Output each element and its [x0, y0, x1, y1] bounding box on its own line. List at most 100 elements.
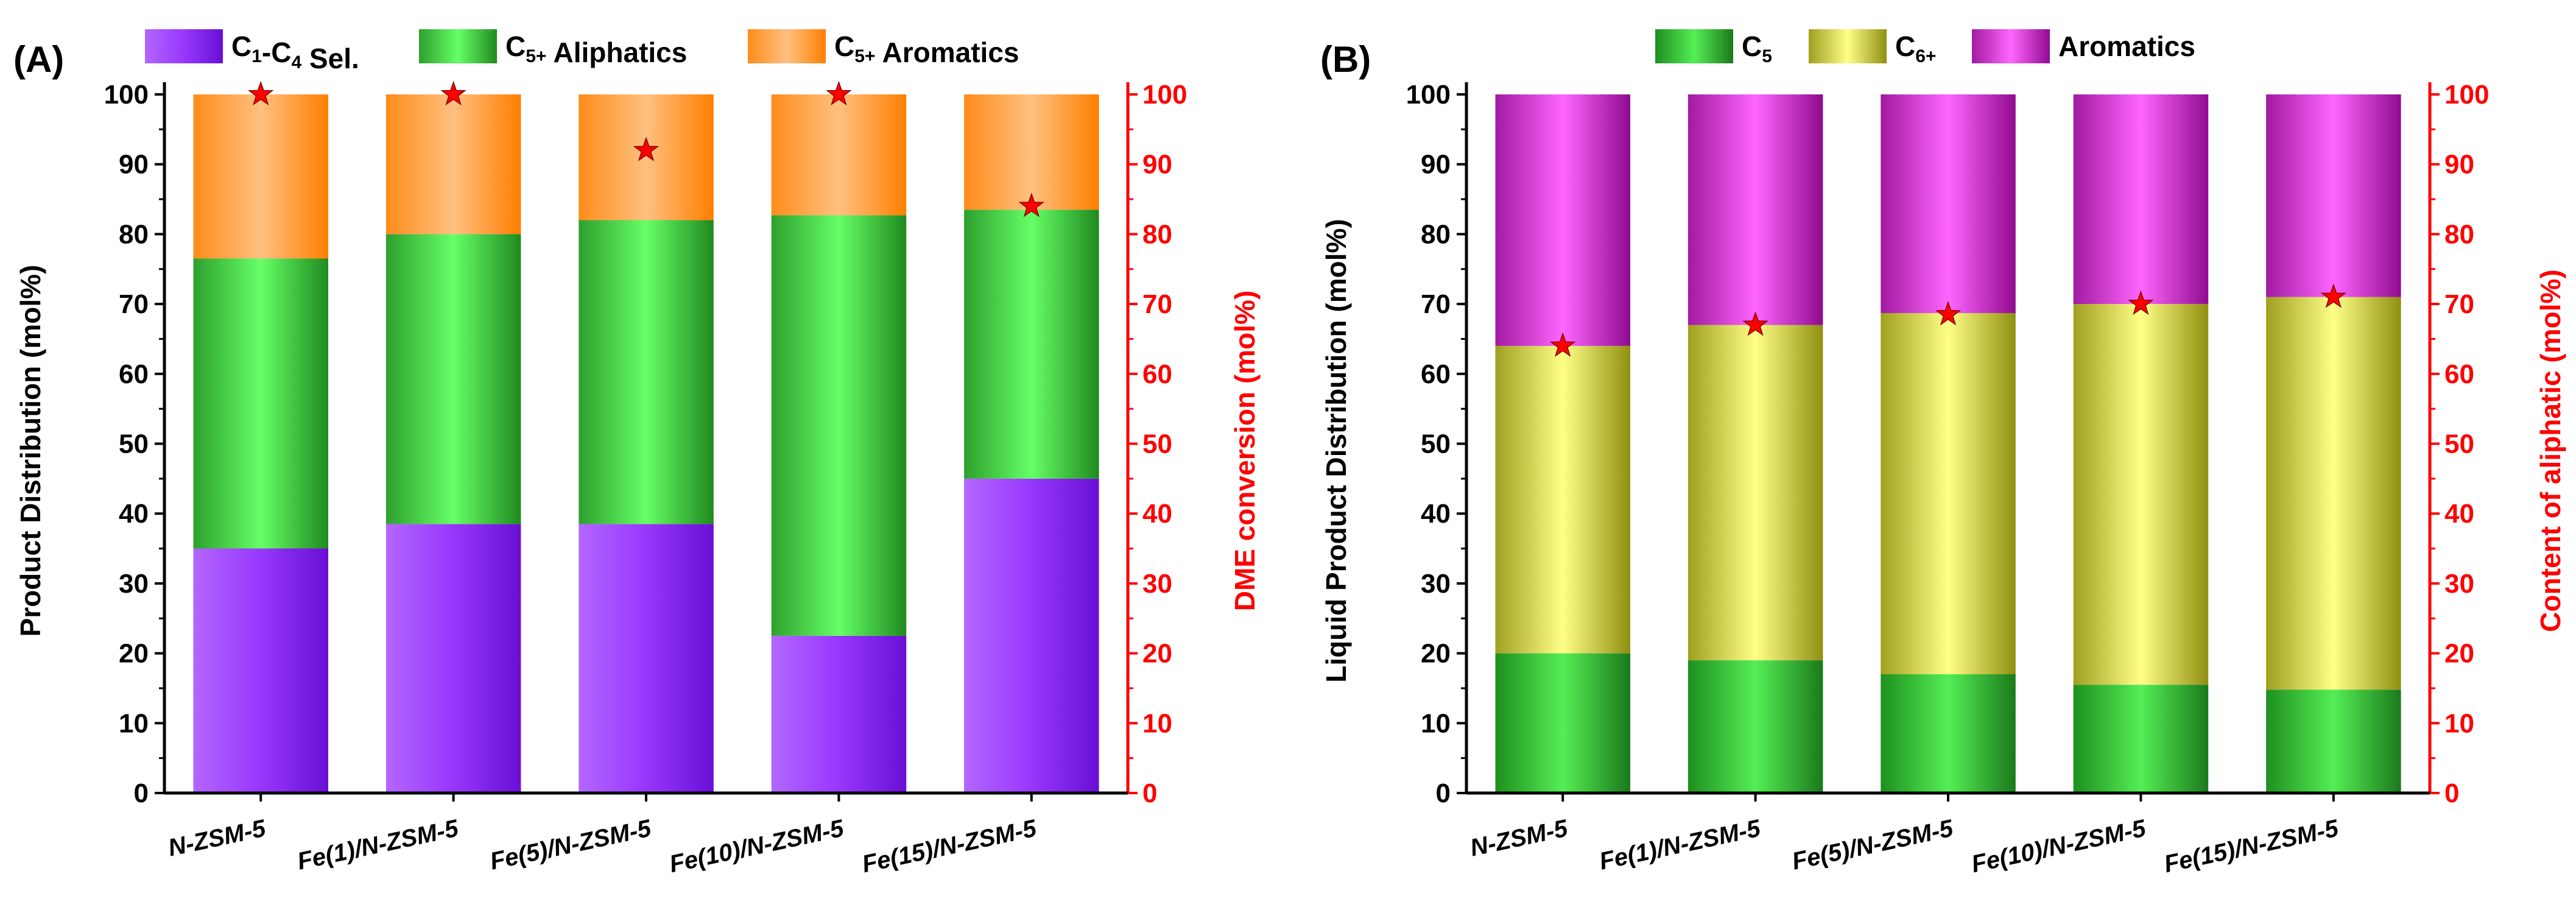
- panel-a-legend-swatch-1: [145, 29, 223, 63]
- panel-b-category-label: Fe(10)/N-ZSM-5: [1969, 815, 2148, 878]
- panel-b-marker-star-4: [2128, 290, 2154, 316]
- panel-b-bar-c5-1: [1495, 653, 1630, 793]
- panel-b-y-tick-label: 50: [1421, 429, 1451, 459]
- panel-b-y-axis-title: Liquid Product Distribution (mol%): [1320, 219, 1352, 682]
- panel-a-legend-swatch-2: [419, 29, 497, 63]
- panel-a-category-label: N-ZSM-5: [166, 815, 269, 862]
- panel-a-bar-c1-c4-sel--1: [193, 548, 328, 793]
- panel-a-marker-star-3: [633, 136, 660, 161]
- panel-a-bar-c1-c4-sel--3: [579, 524, 714, 793]
- panel-b-y-tick-label: 10: [1421, 708, 1451, 738]
- panel-a-y2-tick-label: 60: [1142, 359, 1172, 389]
- panel-a-y-tick-label: 20: [119, 639, 149, 669]
- panel-a-bar-c5-aliphatics-5: [964, 210, 1099, 479]
- panel-a-legend-swatch-3: [748, 29, 826, 63]
- panel-b-y2-tick-label: 40: [2444, 499, 2474, 529]
- panel-a-y-tick-label: 40: [119, 499, 149, 529]
- panel-b-y-tick-label: 20: [1421, 639, 1451, 669]
- panel-b-bar-aromatics-4: [2073, 94, 2209, 305]
- panel-b-bar-c5-3: [1881, 674, 2016, 793]
- panel-a-legend: C1-C4 Sel. C5+ Aliphatics C5+ Aromatics: [145, 29, 1019, 74]
- panel-b-marker-star-3: [1935, 301, 1962, 326]
- panel-a-bar-c5-aliphatics-2: [385, 234, 521, 524]
- panel-a-y-tick-label: 60: [119, 359, 149, 389]
- panel-a-y-tick-label: 70: [119, 289, 149, 319]
- panel-a-y-tick-label: 90: [119, 150, 149, 180]
- panel-a-y-tick-label: 10: [119, 708, 149, 738]
- panel-a-y2-tick-label: 10: [1142, 708, 1172, 738]
- panel-a-y2-tick-label: 100: [1142, 80, 1187, 110]
- panel-b-y2-axis-title: Content of aliphatic (mol%): [2535, 269, 2566, 632]
- panel-b-bar-c6--5: [2266, 297, 2401, 690]
- panel-b-legend-swatch-2: [1809, 29, 1887, 63]
- panel-a-marker-star-2: [440, 80, 466, 106]
- panel-a-y2-tick-label: 80: [1142, 219, 1172, 249]
- panel-a-y2-tick-label: 0: [1142, 778, 1157, 808]
- panel-a-bar-c1-c4-sel--5: [964, 478, 1099, 793]
- panel-a-bar-c5-aliphatics-1: [193, 258, 328, 549]
- panel-b-y-tick-label: 40: [1421, 499, 1451, 529]
- panel-b-category-label: Fe(15)/N-ZSM-5: [2162, 815, 2342, 878]
- panel-a-bar-c1-c4-sel--2: [385, 524, 521, 793]
- panel-b-bar-c5-2: [1687, 660, 1823, 793]
- panel-b-legend-label-1: C5: [1742, 30, 1772, 66]
- panel-a-legend-label-1: C1-C4 Sel.: [231, 30, 359, 74]
- panel-b-legend: C5 C6+ Aromatics: [1655, 29, 2195, 66]
- panel-b-bar-aromatics-3: [1881, 94, 2016, 313]
- panel-b-y-tick-label: 0: [1436, 778, 1451, 808]
- panel-b-bar-aromatics-5: [2266, 94, 2401, 297]
- panel-a-legend-label-3: C5+ Aromatics: [834, 30, 1019, 68]
- panel-a-category-label: Fe(15)/N-ZSM-5: [860, 815, 1040, 878]
- panel-b-legend-label-3: Aromatics: [2058, 30, 2195, 62]
- panel-a-y2-tick-label: 30: [1142, 569, 1172, 599]
- panel-a-marker-star-5: [1018, 192, 1044, 217]
- panel-a-y2-tick-label: 40: [1142, 499, 1172, 529]
- panel-b-category-label: N-ZSM-5: [1468, 815, 1571, 862]
- panel-b-category-label: Fe(5)/N-ZSM-5: [1790, 815, 1956, 875]
- panel-b-marker-star-2: [1742, 311, 1768, 336]
- panel-b-bar-aromatics-1: [1495, 94, 1630, 346]
- panel-a-legend-label-2: C5+ Aliphatics: [505, 30, 687, 68]
- panel-a-y-tick-label: 0: [134, 778, 149, 808]
- panel-b-bar-c5-5: [2266, 689, 2401, 793]
- panel-b-y2-tick-label: 60: [2444, 359, 2474, 389]
- panel-a-bar-c5-aliphatics-4: [771, 215, 907, 636]
- panel-a-y2-tick-label: 50: [1142, 429, 1172, 459]
- panel-a-marker-star-1: [248, 80, 274, 106]
- panel-b-bar-c6--3: [1881, 313, 2016, 674]
- panel-a-y2-tick-label: 20: [1142, 639, 1172, 669]
- panel-b-y2-tick-label: 10: [2444, 708, 2474, 738]
- panel-a-label: (A): [13, 39, 64, 80]
- panel-a: (A) C1-C4 Sel. C5+ Aliphatics C5+ Aromatic…: [13, 29, 1261, 878]
- panel-a-category-label: Fe(10)/N-ZSM-5: [667, 815, 846, 878]
- panel-a-marker-star-4: [826, 80, 852, 106]
- panel-b-y2-tick-label: 30: [2444, 569, 2474, 599]
- panel-a-category-label: Fe(1)/N-ZSM-5: [295, 815, 461, 875]
- panel-a-bar-c5-aliphatics-3: [579, 220, 714, 524]
- panel-b-label: (B): [1320, 39, 1371, 80]
- panel-b-y2-tick-label: 0: [2444, 778, 2459, 808]
- panel-a-bar-c5-aromatics-2: [385, 94, 521, 235]
- panel-b-bar-aromatics-2: [1687, 94, 1823, 325]
- panel-a-y-tick-label: 80: [119, 219, 149, 249]
- panel-b-y2-tick-label: 20: [2444, 639, 2474, 669]
- panel-b-category-label: Fe(1)/N-ZSM-5: [1597, 815, 1763, 875]
- panel-b-y-tick-label: 70: [1421, 289, 1451, 319]
- panel-b-marker-star-1: [1550, 332, 1576, 357]
- panel-b-legend-label-2: C6+: [1895, 30, 1936, 66]
- panel-a-y2-tick-label: 90: [1142, 150, 1172, 180]
- panel-b-y2-tick-label: 100: [2444, 80, 2489, 110]
- panel-a-bar-c1-c4-sel--4: [771, 635, 907, 793]
- panel-a-y2-tick-label: 70: [1142, 289, 1172, 319]
- panel-b-marker-star-5: [2320, 283, 2346, 308]
- panel-b-y-tick-label: 80: [1421, 219, 1451, 249]
- panel-b-y2-tick-label: 90: [2444, 150, 2474, 180]
- panel-a-y-axis-title: Product Distribution (mol%): [15, 265, 46, 637]
- panel-a-y-tick-label: 30: [119, 569, 149, 599]
- panel-a-y-tick-label: 50: [119, 429, 149, 459]
- panel-b-bar-c5-4: [2073, 685, 2209, 793]
- panel-b-y-tick-label: 60: [1421, 359, 1451, 389]
- panel-b-bar-c6--2: [1687, 325, 1823, 661]
- panel-a-y-tick-label: 100: [104, 80, 149, 110]
